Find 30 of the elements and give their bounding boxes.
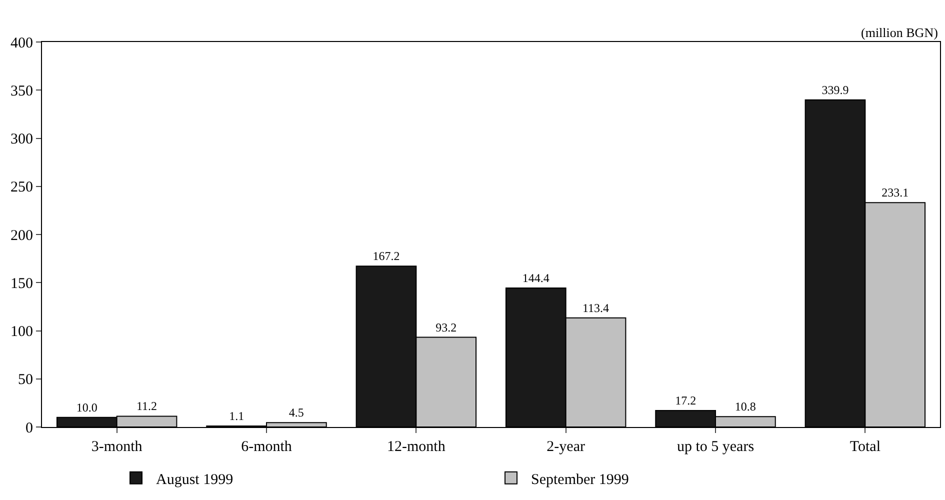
y-tick-label: 100 <box>10 324 33 340</box>
x-tick-label: 6-month <box>241 439 292 455</box>
legend-label: August 1999 <box>156 472 234 488</box>
data-label: 167.2 <box>372 249 400 264</box>
data-label: 93.2 <box>436 320 457 334</box>
data-label: 10.8 <box>734 400 756 414</box>
y-tick-label: 350 <box>10 83 33 100</box>
data-label: 339.9 <box>822 82 849 97</box>
x-tick-label: Total <box>850 439 880 455</box>
legend-label: September 1999 <box>531 472 629 488</box>
data-label: 11.2 <box>136 399 158 414</box>
x-tick-label: 12-month <box>387 439 446 455</box>
text: (million BGN) <box>861 25 938 40</box>
data-label: 144.4 <box>522 271 550 286</box>
y-tick-label: 400 <box>10 35 33 52</box>
y-tick-label: 200 <box>10 228 33 244</box>
y-tick-label: 150 <box>10 276 33 292</box>
x-tick-label: 2-year <box>546 439 585 455</box>
data-label: 10.0 <box>76 400 98 414</box>
y-tick-label: 50 <box>18 372 33 388</box>
x-tick-label: 3-month <box>91 439 143 455</box>
x-tick-label: up to 5 years <box>676 439 754 455</box>
y-tick-label: 300 <box>10 132 33 148</box>
y-tick-label: 250 <box>10 180 33 196</box>
data-label: 113.4 <box>582 300 610 315</box>
data-label: 233.1 <box>882 186 909 200</box>
data-label: 17.2 <box>675 393 696 408</box>
y-tick-label: 0 <box>26 420 33 436</box>
data-label: 1.1 <box>229 408 244 423</box>
data-label: 4.5 <box>288 406 304 420</box>
